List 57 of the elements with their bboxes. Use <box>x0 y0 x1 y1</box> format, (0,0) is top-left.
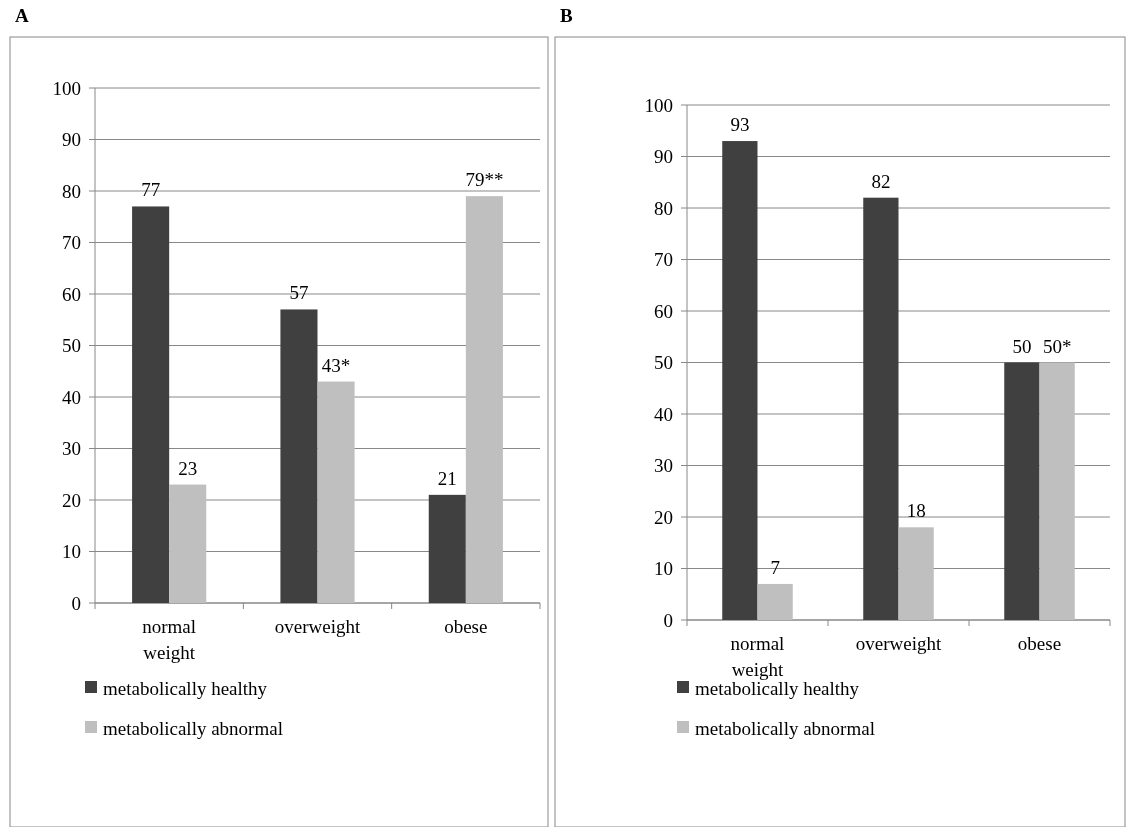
y-tick-label: 60 <box>654 300 673 322</box>
bar <box>1039 362 1075 620</box>
bar <box>169 484 207 603</box>
y-tick-label: 10 <box>654 558 673 580</box>
data-label: 21 <box>437 467 457 489</box>
y-tick-label: 20 <box>654 506 673 528</box>
y-tick-label: 80 <box>62 180 81 202</box>
y-tick-label: 100 <box>52 77 81 99</box>
data-label: 23 <box>178 457 198 479</box>
bar <box>428 494 466 603</box>
y-tick-label: 50 <box>62 335 81 357</box>
chart-title: B <box>560 5 573 26</box>
x-tick-label: normal weight <box>730 633 785 680</box>
bar <box>1004 362 1040 620</box>
y-tick-label: 0 <box>663 609 673 631</box>
y-tick-label: 90 <box>654 146 673 168</box>
bar <box>280 309 318 603</box>
data-label: 77 <box>141 179 161 201</box>
bar <box>465 196 503 603</box>
data-label: 18 <box>906 500 926 522</box>
y-tick-label: 80 <box>654 197 673 219</box>
legend-label: metabolically abnormal <box>103 717 283 739</box>
legend-label: metabolically abnormal <box>695 717 875 739</box>
y-tick-label: 40 <box>62 386 81 408</box>
data-label: 7 <box>770 556 780 578</box>
y-tick-label: 100 <box>644 94 673 116</box>
data-label: 50 <box>1012 335 1032 357</box>
bar <box>132 206 170 603</box>
y-tick-label: 70 <box>654 249 673 271</box>
data-label: 79** <box>465 169 504 191</box>
bar <box>863 197 899 620</box>
data-label: 93 <box>730 114 750 136</box>
y-tick-label: 70 <box>62 232 81 254</box>
y-tick-label: 0 <box>71 592 81 614</box>
data-label: 43* <box>321 354 351 376</box>
data-label: 57 <box>289 282 309 304</box>
x-tick-label: normal weight <box>142 616 197 663</box>
chart-title: A <box>15 5 29 26</box>
x-tick-label: obese <box>444 616 488 637</box>
y-tick-label: 50 <box>654 352 673 374</box>
bar <box>722 141 758 620</box>
x-tick-label: overweight <box>855 633 942 654</box>
y-tick-label: 30 <box>654 455 673 477</box>
bar <box>757 583 793 620</box>
y-tick-label: 90 <box>62 129 81 151</box>
y-tick-label: 60 <box>62 283 81 305</box>
y-tick-label: 30 <box>62 438 81 460</box>
data-label: 82 <box>871 170 891 192</box>
y-tick-label: 10 <box>62 541 81 563</box>
x-tick-label: obese <box>1017 633 1062 654</box>
legend-label: metabolically healthy <box>103 677 268 699</box>
x-tick-label: overweight <box>274 616 361 637</box>
y-tick-label: 20 <box>62 489 81 511</box>
bar <box>898 527 934 620</box>
data-label: 50* <box>1042 335 1072 357</box>
y-tick-label: 40 <box>654 403 673 425</box>
bar <box>317 381 355 603</box>
